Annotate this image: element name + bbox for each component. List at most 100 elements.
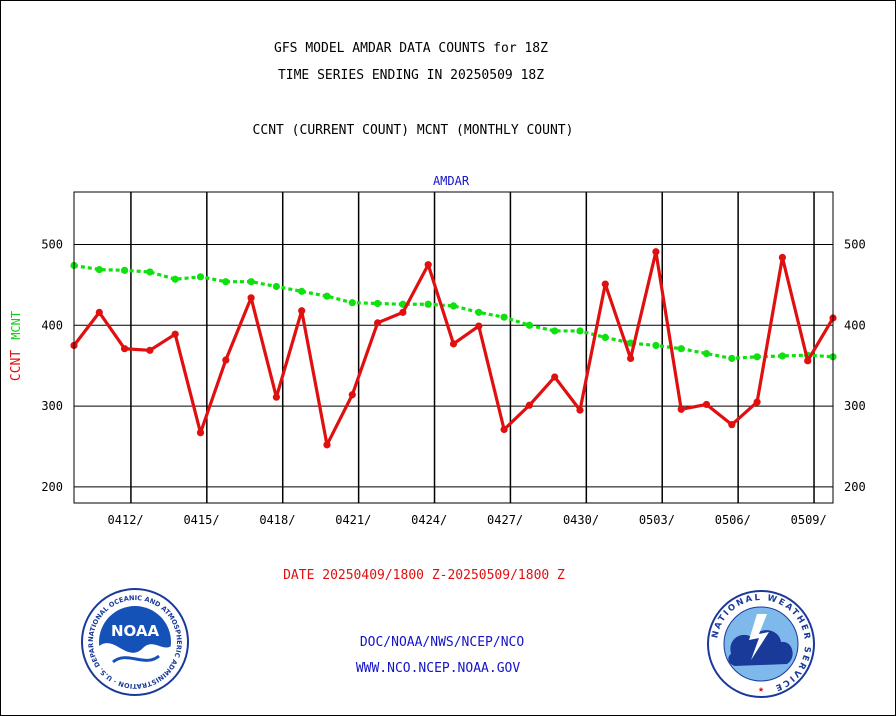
x-axis-label: DATE 20250409/1800 Z-20250509/1800 Z (283, 568, 565, 583)
y-tick-label-left: 400 (41, 318, 63, 332)
data-point-ccnt (171, 330, 179, 338)
noaa-logo: NOAA NATIONAL OCEANIC AND ATMOSPHERIC AD… (81, 588, 189, 696)
data-point-mcnt (121, 266, 129, 274)
data-point-mcnt (146, 268, 154, 276)
x-tick-label: 0424/ (411, 513, 447, 527)
chart-title-line1: GFS MODEL AMDAR DATA COUNTS for 18Z (274, 41, 548, 56)
data-point-ccnt (601, 280, 609, 288)
data-point-mcnt (551, 327, 559, 335)
data-point-mcnt (728, 354, 736, 363)
plot-frame (73, 191, 834, 504)
x-tick-label: 0430/ (563, 513, 599, 527)
data-point-ccnt (702, 400, 711, 409)
star-icon: ★ (758, 684, 764, 695)
data-point-mcnt (702, 349, 711, 358)
y-axis-label-ccnt: CCNT (9, 350, 24, 381)
noaa-logo-text: NOAA (111, 622, 160, 640)
data-point-mcnt (374, 299, 382, 308)
series-ccnt (70, 248, 837, 449)
data-point-mcnt (247, 278, 255, 286)
data-point-mcnt (298, 287, 306, 295)
data-point-mcnt (753, 353, 761, 361)
data-point-mcnt (525, 321, 534, 329)
data-point-ccnt (95, 308, 103, 316)
data-point-ccnt (424, 261, 432, 269)
data-point-mcnt (272, 282, 280, 291)
data-point-mcnt (677, 345, 685, 353)
y-axis-right: 200 300 400 500 (844, 238, 866, 494)
x-axis: 0412/0415/0418/0421/0424/0427/0430/0503/… (108, 513, 827, 527)
data-point-ccnt (222, 356, 230, 364)
y-axis-left: 200 300 400 500 (41, 238, 63, 494)
data-point-ccnt (348, 391, 356, 399)
data-point-ccnt (146, 346, 154, 354)
data-point-ccnt (551, 373, 559, 381)
y-tick-label-right: 400 (844, 318, 866, 332)
data-point-ccnt (399, 308, 407, 316)
data-point-mcnt (475, 308, 483, 316)
data-point-mcnt (424, 300, 432, 308)
x-tick-label: 0503/ (639, 513, 675, 527)
horizontal-gridlines (74, 244, 833, 488)
data-point-ccnt (247, 294, 255, 302)
data-point-ccnt (627, 354, 635, 363)
data-point-ccnt (475, 322, 483, 330)
x-tick-label: 0415/ (183, 513, 219, 527)
y-tick-label-right: 300 (844, 399, 866, 413)
data-point-ccnt (272, 393, 280, 401)
data-point-ccnt (576, 406, 584, 414)
y-tick-label-right: 500 (844, 238, 866, 252)
data-point-mcnt (576, 327, 584, 335)
chart-title-line2: TIME SERIES ENDING IN 20250509 18Z (278, 68, 544, 83)
y-tick-label-left: 200 (41, 480, 63, 494)
data-point-ccnt (804, 357, 812, 365)
y-tick-label-right: 200 (844, 480, 866, 494)
vertical-gridlines (130, 192, 815, 503)
footer-link-website[interactable]: WWW.NCO.NCEP.NOAA.GOV (356, 661, 521, 676)
data-point-mcnt (222, 278, 230, 286)
data-point-ccnt (374, 319, 382, 327)
data-point-ccnt (525, 401, 534, 409)
y-tick-label-left: 500 (41, 238, 63, 252)
data-point-mcnt (778, 352, 787, 360)
data-point-mcnt (449, 302, 458, 310)
data-point-ccnt (121, 345, 129, 353)
x-tick-label: 0509/ (791, 513, 827, 527)
data-point-ccnt (652, 248, 660, 256)
data-point-ccnt (196, 429, 205, 437)
plot-area: 200 300 400 500 200 300 400 500 0412/0415/0418… (41, 191, 866, 527)
x-tick-label: 0418/ (259, 513, 295, 527)
data-point-mcnt (323, 292, 331, 300)
y-axis-label: CCNT MCNT (9, 311, 24, 381)
x-tick-label: 0506/ (715, 513, 751, 527)
x-tick-label: 0427/ (487, 513, 523, 527)
data-point-mcnt (196, 273, 205, 281)
data-point-ccnt (778, 253, 787, 262)
data-point-ccnt (449, 340, 458, 348)
data-point-ccnt (677, 405, 685, 413)
data-point-ccnt (298, 307, 306, 315)
data-point-mcnt (171, 275, 179, 283)
x-tick-label: 0412/ (108, 513, 144, 527)
y-tick-label-left: 300 (41, 399, 63, 413)
plot-title: AMDAR (433, 174, 470, 188)
x-tick-label: 0421/ (335, 513, 371, 527)
footer-link-doc[interactable]: DOC/NOAA/NWS/NCEP/NCO (360, 635, 525, 650)
y-axis-label-mcnt: MCNT (9, 311, 23, 340)
data-point-mcnt (652, 341, 660, 350)
series-line-ccnt (72, 250, 835, 447)
nws-logo: NATIONAL WEATHER SERVICE ★ (707, 590, 815, 698)
chart-subtitle: CCNT (CURRENT COUNT) MCNT (MONTHLY COUNT… (253, 123, 574, 138)
data-point-ccnt (728, 421, 736, 429)
data-point-mcnt (500, 313, 508, 321)
data-point-mcnt (348, 299, 356, 307)
data-point-ccnt (753, 398, 761, 406)
data-point-ccnt (323, 441, 331, 449)
data-point-mcnt (601, 333, 609, 342)
svg-text:CCNTMCNT: CCNT MCNT (9, 311, 24, 381)
series-mcnt (70, 261, 837, 363)
data-point-mcnt (95, 265, 103, 274)
data-point-ccnt (500, 425, 508, 434)
